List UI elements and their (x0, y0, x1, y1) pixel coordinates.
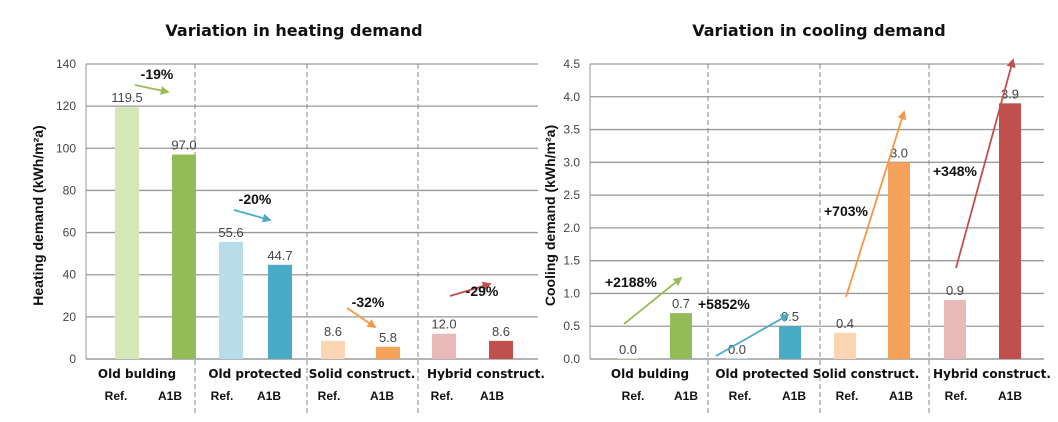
bar-ref (115, 107, 139, 359)
group-label: Hybrid construct. (933, 367, 1051, 381)
change-arrow (955, 58, 1016, 269)
group-label: Old bulding (98, 367, 176, 381)
bar-a1b (670, 313, 692, 359)
y-tick-label: 3.5 (563, 123, 580, 137)
y-tick-label: 2.0 (563, 221, 580, 235)
bar-a1b (888, 162, 910, 359)
sub-label-ref: Ref. (836, 389, 859, 403)
y-tick-label: 4.0 (563, 90, 580, 104)
bar-a1b (268, 264, 292, 359)
change-arrow (449, 281, 492, 297)
y-tick-label: 0.5 (563, 319, 580, 333)
bar-a1b (489, 340, 513, 359)
change-percent: -19% (141, 66, 174, 82)
change-arrow (845, 110, 907, 298)
y-tick-label: 0.0 (563, 352, 580, 366)
bar-ref (219, 241, 243, 359)
data-label: 3.0 (890, 145, 908, 160)
sub-label-ref: Ref. (318, 389, 341, 403)
y-tick-label: 140 (56, 57, 76, 71)
data-label: 0.0 (619, 342, 637, 357)
y-tick-label: 20 (63, 310, 77, 324)
y-tick-label: 120 (56, 99, 76, 113)
group-label: Old protected (715, 367, 808, 381)
chart-title: Variation in heating demand (165, 21, 422, 40)
bar-ref (944, 300, 966, 359)
sub-label-ref: Ref. (211, 389, 234, 403)
group-label: Solid construct. (813, 367, 920, 381)
data-label: 0.4 (836, 316, 854, 331)
change-percent: -32% (352, 294, 385, 310)
data-label: 0.9 (946, 283, 964, 298)
bar-a1b (999, 103, 1021, 359)
change-percent: -29% (466, 283, 499, 299)
sub-label-ref: Ref. (431, 389, 454, 403)
data-label: 8.6 (324, 324, 342, 339)
y-tick-label: 4.5 (563, 57, 580, 71)
bar-ref (834, 332, 856, 359)
sub-label-ref: Ref. (622, 389, 645, 403)
sub-label-a1b: A1B (158, 389, 182, 403)
sub-label-ref: Ref. (729, 389, 752, 403)
sub-label-a1b: A1B (480, 389, 504, 403)
data-label: 0.7 (672, 296, 690, 311)
data-label: 119.5 (111, 90, 143, 105)
change-percent: +2188% (605, 274, 657, 290)
data-label: 97.0 (171, 138, 196, 153)
change-arrow (134, 84, 170, 95)
y-axis-label: Cooling demand (kWh/m²a) (542, 125, 558, 306)
y-tick-label: 2.5 (563, 188, 580, 202)
data-label: 5.8 (379, 330, 397, 345)
bar-ref (432, 333, 456, 359)
sub-label-a1b: A1B (257, 389, 281, 403)
bar-ref (726, 358, 748, 359)
sub-label-a1b: A1B (370, 389, 394, 403)
bar-ref (617, 358, 639, 359)
y-tick-label: 100 (56, 141, 76, 155)
group-label: Solid construct. (309, 367, 416, 381)
data-label: 44.7 (267, 248, 292, 263)
y-tick-label: 40 (63, 268, 77, 282)
change-percent: -20% (239, 191, 272, 207)
bar-a1b (376, 346, 400, 359)
change-percent: +5852% (698, 296, 750, 312)
change-percent: +703% (824, 203, 869, 219)
y-tick-label: 0 (69, 352, 76, 366)
y-tick-label: 80 (63, 183, 77, 197)
chart-panel-1: Variation in heating demand 0 20 40 60 80 100 1… (30, 21, 545, 414)
sub-label-a1b: A1B (998, 389, 1022, 403)
y-tick-label: 1.5 (563, 254, 580, 268)
group-label: Old bulding (611, 367, 689, 381)
data-label: 12.0 (431, 317, 456, 332)
change-arrow (715, 314, 790, 357)
data-label: 55.6 (218, 225, 243, 240)
y-axis-label: Heating demand (kWh/m²a) (30, 125, 46, 305)
y-tick-label: 3.0 (563, 155, 580, 169)
sub-label-a1b: A1B (782, 389, 806, 403)
change-arrow (623, 276, 683, 325)
bar-a1b (779, 326, 801, 359)
data-label: 8.6 (492, 324, 510, 339)
bar-a1b (172, 154, 196, 359)
y-tick-label: 1.0 (563, 286, 580, 300)
sub-label-ref: Ref. (105, 389, 128, 403)
sub-label-ref: Ref. (945, 389, 968, 403)
group-label: Old protected (208, 367, 301, 381)
group-label: Hybrid construct. (427, 367, 545, 381)
chart-panel-2: Variation in cooling demand 0.0 0.5 1.0 1.5 2… (542, 21, 1051, 414)
sub-label-a1b: A1B (674, 389, 698, 403)
bar-ref (321, 340, 345, 359)
sub-label-a1b: A1B (889, 389, 913, 403)
change-arrow (346, 307, 377, 329)
change-percent: +348% (933, 163, 978, 179)
change-arrow (233, 209, 272, 223)
y-tick-label: 60 (63, 226, 77, 240)
chart-title: Variation in cooling demand (692, 21, 945, 40)
